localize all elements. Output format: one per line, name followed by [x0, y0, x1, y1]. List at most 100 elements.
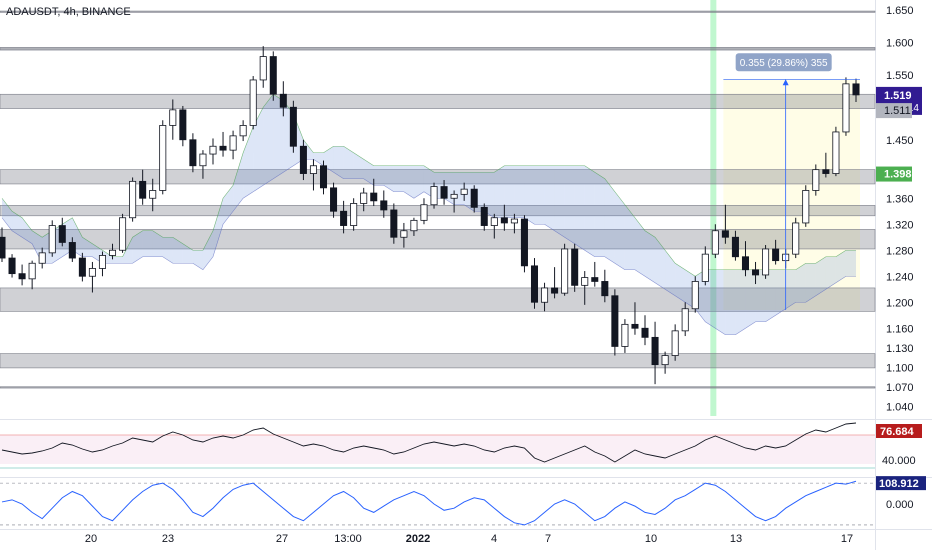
- candle-up: [842, 83, 850, 133]
- candle-down: [189, 139, 197, 167]
- candle-up: [209, 145, 217, 155]
- cloud-segment: [655, 237, 666, 290]
- candle-down: [18, 273, 26, 280]
- cloud-segment: [504, 165, 515, 218]
- cloud-segment: [554, 165, 565, 238]
- candle-up: [129, 180, 137, 219]
- cloud-segment: [212, 198, 224, 257]
- candle-up: [561, 248, 569, 294]
- candle-down: [319, 165, 328, 189]
- chart-title: ADAUSDT, 4h, BINANCE: [6, 6, 131, 18]
- y-tick-label: 1.160: [886, 323, 914, 335]
- cloud-segment: [574, 165, 585, 251]
- osc-value: 76.684: [880, 426, 915, 438]
- candle-down: [390, 209, 398, 238]
- mom-value: 108.912: [879, 478, 919, 490]
- candle-up: [621, 323, 629, 347]
- x-tick-label: 7: [545, 533, 551, 545]
- candle-up: [541, 287, 549, 303]
- cloud-segment: [403, 165, 414, 199]
- candle-up: [309, 165, 317, 174]
- candle-down: [530, 265, 539, 303]
- measure-area: [723, 79, 860, 311]
- cloud-segment: [172, 237, 183, 264]
- candle-up: [109, 249, 117, 256]
- candle-down: [279, 93, 287, 108]
- cloud-segment: [675, 263, 686, 303]
- candle-up: [159, 125, 167, 191]
- x-tick-label: 27: [276, 533, 288, 545]
- candle-down: [440, 186, 448, 199]
- y-tick-label: 1.280: [886, 245, 914, 257]
- candle-up: [681, 308, 689, 332]
- candle-up: [98, 255, 106, 269]
- cloud-segment: [152, 230, 163, 257]
- candle-down: [370, 192, 378, 202]
- cloud-segment: [524, 165, 535, 225]
- candle-up: [661, 355, 669, 366]
- cloud-segment: [142, 230, 153, 257]
- candle-down: [299, 145, 307, 174]
- cloud-segment: [2, 198, 13, 231]
- cloud-segment: [645, 230, 656, 283]
- x-tick-label: 13: [730, 533, 742, 545]
- candle-up: [28, 262, 36, 280]
- y-tick-label: 1.070: [886, 382, 914, 394]
- candle-down: [601, 281, 609, 297]
- cloud-segment: [795, 263, 806, 303]
- candle-down: [58, 225, 66, 243]
- candle-up: [229, 135, 237, 151]
- cloud-segment: [584, 165, 595, 257]
- candle-up: [792, 222, 800, 255]
- cloud-segment: [634, 217, 646, 277]
- osc-line: [1, 422, 857, 463]
- y-tick-label: 1.200: [886, 297, 914, 309]
- cloud-span-b: [1, 158, 856, 336]
- candle-up: [450, 193, 458, 199]
- x-tick-label: 4: [491, 533, 497, 545]
- candle-down: [752, 269, 760, 276]
- measure-label: 0.355 (29.86%) 355: [740, 58, 828, 69]
- candle-down: [269, 56, 277, 95]
- cloud-segment: [413, 165, 424, 199]
- candle-down: [741, 256, 749, 271]
- cloud-segment: [765, 269, 776, 322]
- candle-down: [139, 180, 147, 199]
- cloud-segment: [263, 94, 274, 186]
- cloud-segment: [705, 269, 716, 329]
- candle-up: [420, 204, 428, 221]
- x-tick-label: 20: [85, 533, 97, 545]
- osc-band: [0, 435, 875, 464]
- candle-down: [470, 188, 478, 208]
- candle-up: [762, 248, 770, 276]
- price-label-value: 1.398: [884, 169, 912, 181]
- y-tick-label: 1.320: [886, 219, 914, 231]
- candle-down: [520, 218, 528, 267]
- candle-down: [721, 230, 729, 238]
- cloud-segment: [233, 152, 244, 212]
- cloud-segment: [363, 159, 374, 186]
- candle-up: [832, 131, 840, 174]
- candle-down: [179, 109, 187, 141]
- sr-zone: [0, 169, 876, 185]
- cloud-segment: [333, 146, 344, 179]
- cloud-segment: [745, 269, 756, 329]
- candle-up: [812, 169, 820, 191]
- cloud-span-a: [1, 93, 856, 277]
- candle-up: [48, 225, 56, 254]
- candle-down: [651, 336, 659, 366]
- candle-down: [68, 242, 76, 259]
- mom-value-bg: [876, 476, 926, 491]
- candle-up: [691, 281, 699, 310]
- candle-up: [460, 188, 468, 195]
- candle-up: [38, 252, 46, 264]
- cloud-segment: [715, 269, 726, 335]
- cloud-segment: [564, 165, 575, 244]
- candle-down: [591, 277, 599, 282]
- x-tick-label: 10: [645, 533, 657, 545]
- candle-up: [510, 218, 518, 224]
- cloud-segment: [112, 256, 123, 264]
- candle-up: [400, 230, 408, 238]
- candle-down: [772, 248, 780, 262]
